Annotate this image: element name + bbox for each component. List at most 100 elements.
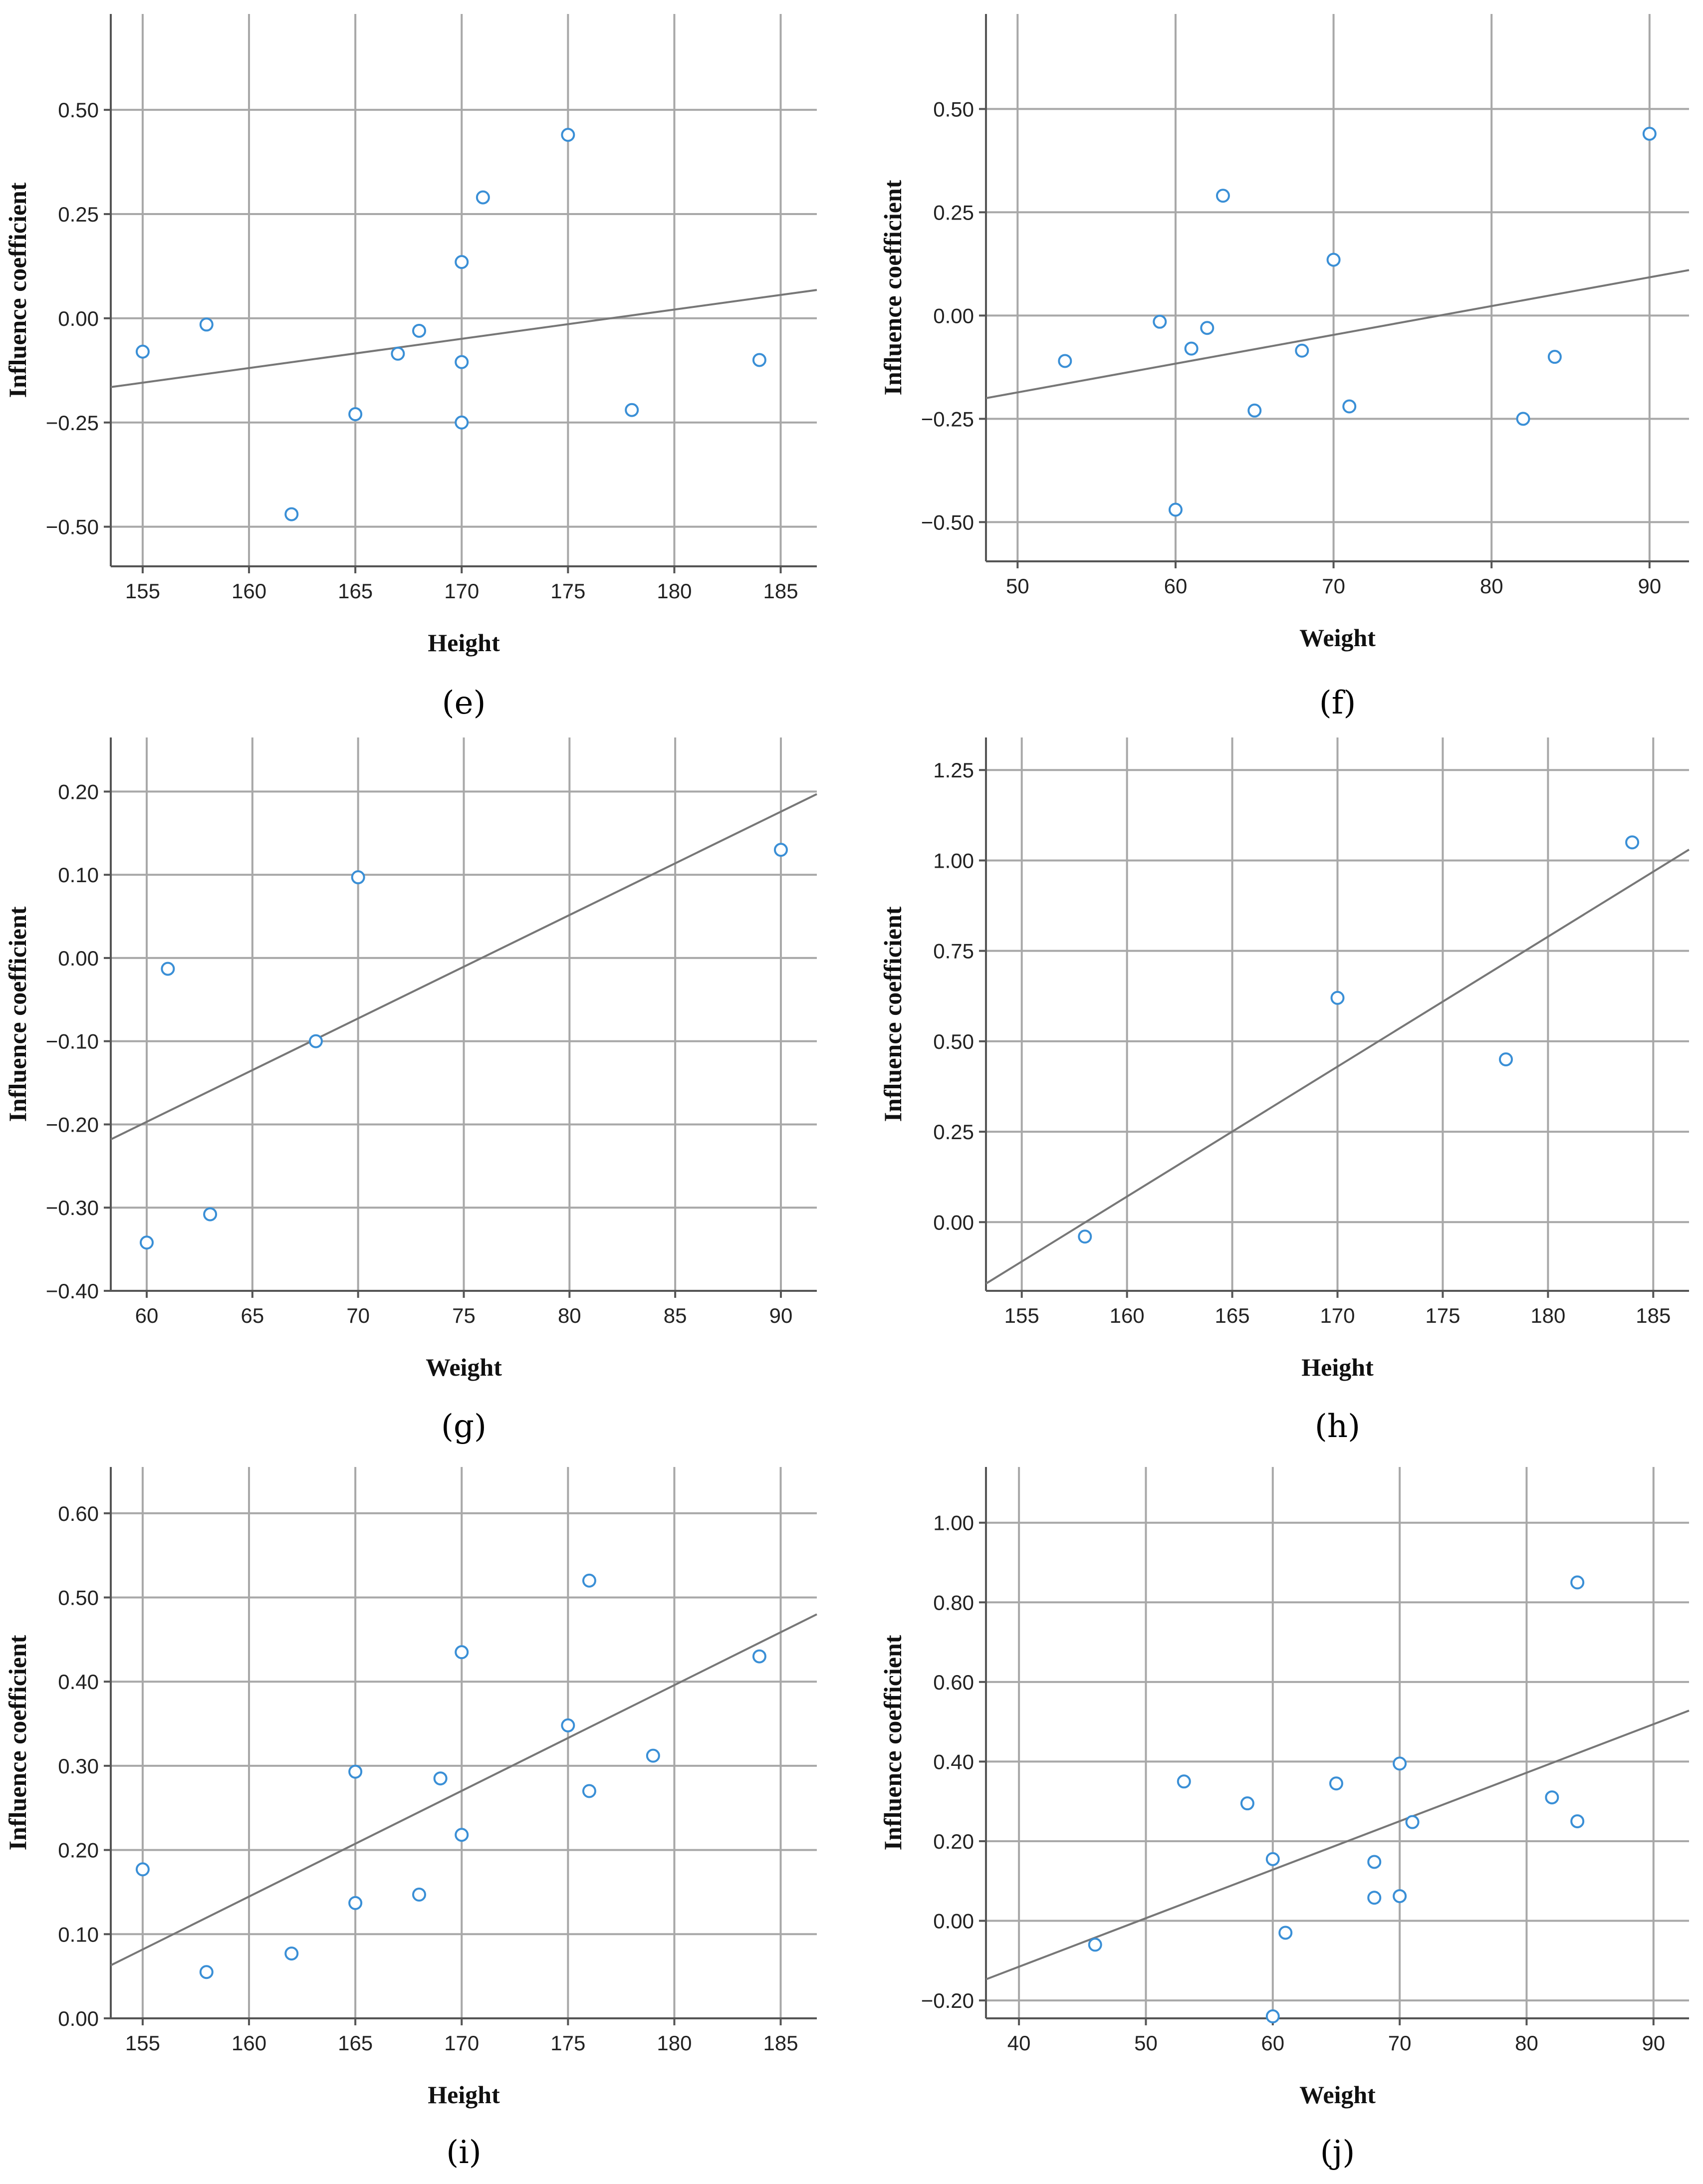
x-tick-label: 165 bbox=[338, 2031, 373, 2055]
x-axis-title: Height bbox=[428, 2081, 500, 2109]
x-tick-label: 90 bbox=[1642, 2031, 1665, 2055]
fit-line bbox=[110, 793, 817, 1141]
x-tick-label: 185 bbox=[763, 2031, 798, 2055]
x-tick-label: 60 bbox=[135, 1304, 159, 1327]
data-point bbox=[1393, 1756, 1407, 1771]
data-point bbox=[752, 1649, 766, 1664]
data-point bbox=[391, 346, 405, 361]
x-tick-label: 50 bbox=[1134, 2031, 1158, 2055]
chart-panel-i: 0.00 0.10 0.20 0.30 0.40 0.50 0.60 155 160 165 170… bbox=[3, 1467, 817, 2171]
y-tick-label: 0.20 bbox=[58, 780, 99, 803]
data-point bbox=[348, 407, 363, 422]
y-tick-label: 0.00 bbox=[933, 1910, 974, 1933]
y-tick-label: 0.50 bbox=[58, 1586, 99, 1609]
x-tick-label: 90 bbox=[769, 1304, 793, 1327]
data-point bbox=[455, 255, 469, 269]
data-point bbox=[476, 190, 490, 205]
chart-panel-e: −0.50 −0.25 0.00 0.25 0.50 155 160 165 170 175 180… bbox=[3, 14, 817, 722]
y-tick-label: 1.00 bbox=[933, 849, 974, 872]
y-tick-label: 0.10 bbox=[58, 863, 99, 887]
y-axis-title: Influence coefficient bbox=[879, 1635, 907, 1850]
x-tick-label: 160 bbox=[1110, 1304, 1145, 1327]
data-point bbox=[412, 323, 426, 338]
data-point bbox=[412, 1888, 426, 1902]
chart-panel-h: 0.00 0.25 0.50 0.75 1.00 1.25 155 160 165 170 175 1… bbox=[879, 737, 1690, 1445]
data-point bbox=[1570, 1575, 1585, 1590]
data-point bbox=[1367, 1855, 1382, 1869]
data-point bbox=[1498, 1052, 1513, 1067]
y-tick-label: −0.25 bbox=[46, 411, 99, 435]
data-point bbox=[455, 415, 469, 430]
y-tick-label: 0.25 bbox=[58, 203, 99, 226]
x-tick-label: 65 bbox=[241, 1304, 264, 1327]
data-point bbox=[1367, 1891, 1382, 1905]
x-tick-label: 175 bbox=[1425, 1304, 1460, 1327]
data-point bbox=[1184, 341, 1199, 356]
y-tick-label: 0.00 bbox=[933, 304, 974, 327]
x-tick-label: 185 bbox=[763, 579, 798, 603]
y-tick-label: 0.75 bbox=[933, 940, 974, 963]
y-tick-label: −0.50 bbox=[46, 515, 99, 539]
data-point bbox=[625, 403, 639, 417]
data-point bbox=[561, 1718, 575, 1732]
data-point bbox=[1247, 403, 1262, 418]
x-tick-label: 175 bbox=[550, 2031, 585, 2055]
data-point bbox=[199, 1965, 214, 1979]
data-point bbox=[1326, 252, 1341, 267]
y-tick-label: 0.00 bbox=[58, 2007, 99, 2030]
data-point bbox=[455, 1828, 469, 1842]
x-tick-label: 155 bbox=[125, 2031, 160, 2055]
y-tick-label: 0.00 bbox=[58, 947, 99, 970]
y-tick-label: −0.10 bbox=[46, 1030, 99, 1053]
y-tick-label: 1.25 bbox=[933, 758, 974, 782]
x-tick-label: 75 bbox=[452, 1304, 476, 1327]
data-point bbox=[1153, 314, 1167, 329]
y-tick-label: 0.00 bbox=[933, 1211, 974, 1234]
x-tick-label: 70 bbox=[1322, 574, 1345, 598]
data-point bbox=[140, 1235, 154, 1250]
data-point bbox=[1405, 1815, 1420, 1829]
x-tick-label: 170 bbox=[444, 2031, 479, 2055]
x-tick-label: 70 bbox=[346, 1304, 370, 1327]
data-point bbox=[1547, 350, 1562, 364]
x-tick-label: 180 bbox=[657, 579, 692, 603]
data-point bbox=[1516, 412, 1530, 426]
panel-label: (f) bbox=[1319, 685, 1356, 722]
data-point bbox=[1078, 1229, 1092, 1244]
x-tick-label: 80 bbox=[558, 1304, 581, 1327]
x-tick-label: 165 bbox=[1215, 1304, 1250, 1327]
chart-panel-j: −0.20 0.00 0.20 0.40 0.60 0.80 1.00 40 50 60 70 80 9… bbox=[879, 1467, 1690, 2171]
data-point bbox=[1625, 835, 1640, 850]
data-point bbox=[433, 1771, 448, 1786]
x-tick-label: 170 bbox=[1320, 1304, 1355, 1327]
data-point bbox=[455, 355, 469, 369]
fit-line bbox=[985, 1709, 1690, 1980]
data-point bbox=[308, 1034, 323, 1048]
data-point bbox=[1278, 1926, 1293, 1940]
data-point bbox=[135, 1862, 150, 1877]
y-axis-title: Influence coefficient bbox=[879, 906, 907, 1122]
data-point bbox=[1200, 321, 1215, 335]
x-tick-label: 40 bbox=[1007, 2031, 1031, 2055]
data-point bbox=[1265, 2009, 1280, 2024]
fit-line bbox=[110, 1613, 817, 1966]
x-tick-label: 165 bbox=[338, 579, 373, 603]
x-axis-title: Weight bbox=[426, 1353, 502, 1381]
data-point bbox=[351, 870, 365, 885]
data-point bbox=[1295, 343, 1309, 358]
data-point bbox=[348, 1896, 363, 1910]
data-point bbox=[1177, 1774, 1191, 1789]
x-tick-label: 180 bbox=[657, 2031, 692, 2055]
data-point bbox=[284, 507, 299, 521]
y-tick-label: 0.80 bbox=[933, 1591, 974, 1614]
data-point bbox=[203, 1207, 218, 1221]
x-tick-label: 160 bbox=[232, 2031, 266, 2055]
data-point bbox=[561, 128, 575, 142]
data-point bbox=[455, 1645, 469, 1660]
data-point bbox=[646, 1748, 660, 1763]
x-tick-label: 170 bbox=[444, 579, 479, 603]
x-axis-title: Height bbox=[428, 629, 500, 657]
x-tick-label: 185 bbox=[1636, 1304, 1671, 1327]
x-axis-title: Weight bbox=[1299, 624, 1376, 652]
